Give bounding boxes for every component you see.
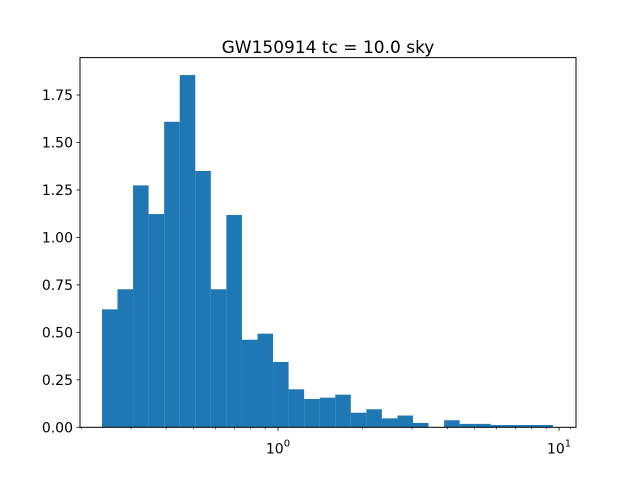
histogram-bar: [117, 289, 134, 428]
histogram-bar: [148, 214, 165, 428]
histogram-bar: [444, 420, 460, 428]
x-tick-label: 101: [547, 438, 571, 457]
histogram-bar: [195, 170, 211, 428]
axes-frame: [79, 57, 577, 428]
histogram-bar: [164, 121, 180, 428]
y-tick-label: 1.75: [42, 88, 73, 104]
histogram-bar: [210, 289, 227, 428]
y-tick-label: 0.25: [42, 373, 73, 389]
histogram-bar: [475, 423, 491, 428]
histogram-bar: [101, 309, 118, 428]
chart-title: GW150914 tc = 10.0 sky: [221, 38, 435, 58]
y-tick-label: 1.25: [42, 183, 73, 199]
histogram-bar: [366, 409, 382, 428]
histogram-bar: [350, 412, 367, 428]
histogram-bar: [506, 425, 522, 428]
histogram-bar: [413, 422, 429, 428]
histogram-bar: [288, 389, 305, 428]
histogram-bar: [537, 425, 553, 428]
histogram-bar: [490, 425, 507, 428]
histogram-bar: [381, 418, 398, 428]
histogram-bar: [241, 339, 258, 428]
y-tick-label: 0.00: [42, 420, 73, 436]
histogram-bar: [257, 333, 274, 428]
x-tick-label: 100: [266, 438, 290, 457]
histogram-bar: [459, 423, 476, 428]
histogram-bar: [397, 415, 414, 428]
histogram-bar: [179, 75, 196, 428]
y-tick-label: 1.50: [42, 135, 73, 151]
histogram-bar: [273, 361, 289, 428]
histogram-bar: [133, 185, 149, 428]
histogram-bar: [319, 397, 336, 428]
histogram-bar: [335, 394, 351, 428]
histogram-bar: [226, 215, 242, 428]
y-tick-label: 0.75: [42, 278, 73, 294]
y-tick-label: 1.00: [42, 230, 73, 246]
histogram-bar: [304, 399, 320, 428]
y-tick-label: 0.50: [42, 325, 73, 341]
histogram-bar: [521, 425, 538, 428]
